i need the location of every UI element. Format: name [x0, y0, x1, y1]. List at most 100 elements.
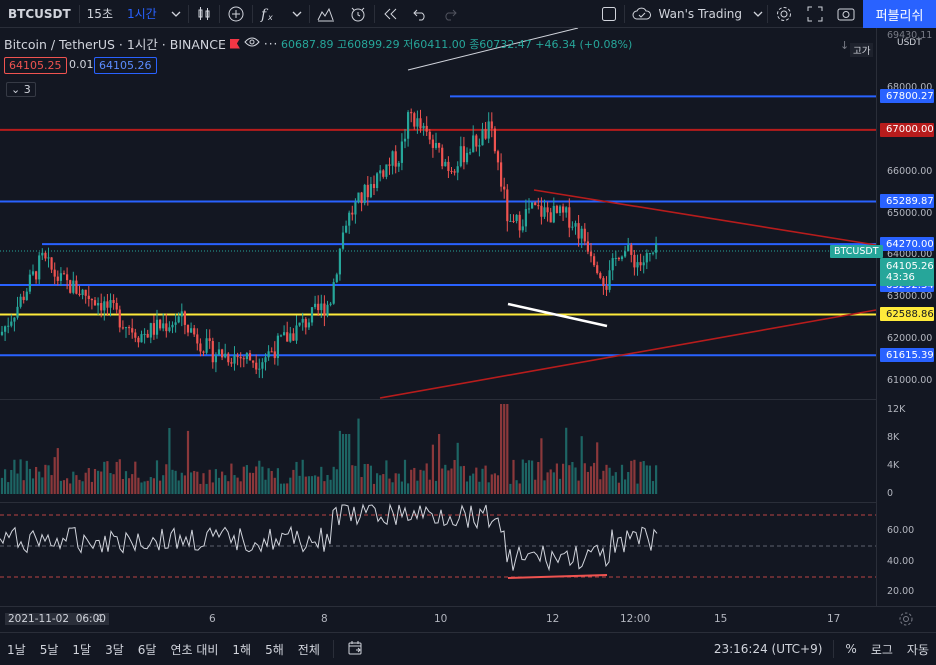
volume-bar: [512, 459, 515, 494]
candle-body: [162, 323, 165, 329]
cloud-icon[interactable]: [625, 0, 659, 28]
more-icon[interactable]: ···: [263, 36, 279, 51]
candle-body: [366, 184, 369, 198]
range-1y[interactable]: 1해: [232, 642, 252, 657]
volume-bar: [221, 471, 224, 494]
pane-divider[interactable]: [0, 502, 876, 503]
auto-toggle[interactable]: 자동: [906, 642, 929, 657]
candle-body: [574, 223, 577, 227]
volume-bar: [558, 478, 562, 494]
volume-bar: [651, 481, 655, 494]
candle-body: [137, 337, 140, 343]
range-5y[interactable]: 5해: [265, 642, 284, 657]
volume-bar: [416, 480, 419, 494]
templates-icon[interactable]: [310, 0, 342, 28]
interval-seconds[interactable]: 15초: [86, 7, 113, 21]
alert-icon[interactable]: [342, 0, 374, 28]
candle-body: [115, 302, 118, 310]
chevron-down-icon[interactable]: [749, 0, 767, 28]
volume-bar: [22, 480, 25, 494]
volume-bar: [428, 479, 431, 494]
candle-body: [565, 207, 568, 213]
price-tick-label: 64000.00: [887, 249, 933, 261]
range-6m[interactable]: 6달: [137, 642, 157, 657]
range-3m[interactable]: 3달: [105, 642, 124, 657]
volume-bar: [354, 465, 357, 494]
volume-bar: [518, 483, 521, 494]
publish-button[interactable]: 퍼블리쉬: [863, 0, 936, 28]
divider: [623, 4, 625, 23]
candle-body: [112, 300, 115, 303]
price-mode-label[interactable]: 고가: [850, 43, 874, 57]
sell-price-box[interactable]: 64105.25: [4, 57, 67, 74]
settings-gear-icon[interactable]: [898, 611, 914, 631]
account-name[interactable]: Wan's Trading: [658, 6, 742, 21]
rsi-tick-label: 60.00: [887, 525, 915, 536]
settings-gear-icon[interactable]: [768, 0, 800, 28]
range-1d[interactable]: 1날: [7, 642, 26, 657]
buy-price-box[interactable]: 64105.26: [94, 57, 157, 74]
volume-bar: [624, 479, 627, 494]
volume-bar: [552, 472, 555, 494]
candle-body: [512, 220, 515, 222]
range-ytd[interactable]: 연초 대비: [170, 642, 219, 657]
candle-body: [602, 278, 605, 286]
goto-date-icon[interactable]: [340, 640, 370, 659]
undo-icon[interactable]: [405, 0, 435, 28]
candle-body: [4, 326, 7, 332]
redo-icon[interactable]: [435, 0, 465, 28]
volume-bar: [239, 481, 242, 494]
volume-bar: [31, 478, 35, 494]
volume-bar: [655, 465, 658, 494]
candle-body: [630, 244, 633, 255]
range-all[interactable]: 전체: [297, 642, 320, 657]
pane-divider[interactable]: [0, 399, 876, 400]
chevron-down-icon[interactable]: [164, 0, 188, 28]
currency-label[interactable]: USDT: [897, 38, 922, 48]
volume-bar: [248, 472, 252, 494]
clock-timezone[interactable]: 23:16:24 (UTC+9): [713, 642, 823, 656]
chevron-down-icon[interactable]: [285, 0, 309, 28]
volume-bar: [174, 470, 177, 494]
arrow-down-icon[interactable]: ↓: [840, 39, 850, 52]
candle-body: [620, 256, 624, 260]
volume-bar: [487, 482, 490, 494]
layout-icon[interactable]: [594, 0, 624, 28]
interval-selector[interactable]: 1시간: [126, 7, 157, 21]
candle-body: [351, 212, 354, 215]
candle-body: [7, 325, 10, 327]
symbol-search[interactable]: BTCUSDT: [8, 6, 71, 21]
range-1m[interactable]: 1달: [72, 642, 92, 657]
time-axis[interactable]: 2021-11-02 06:00 4 6 8 10 12 12:00 15 17: [0, 606, 936, 632]
candle-body: [568, 207, 571, 228]
volume-bar: [78, 479, 81, 494]
volume-bar: [295, 461, 298, 494]
indicators-toggle[interactable]: ⌄ 3: [6, 82, 36, 97]
volume-bar: [13, 459, 16, 494]
time-tick-label: 2021-11-02 06:00: [5, 613, 109, 625]
range-5d[interactable]: 5날: [39, 642, 59, 657]
price-chart[interactable]: [0, 28, 876, 606]
candle-body: [248, 353, 252, 361]
add-compare-icon[interactable]: [220, 0, 252, 28]
volume-bar: [475, 467, 478, 494]
volume-bar: [10, 469, 13, 494]
camera-icon[interactable]: [830, 0, 862, 28]
percent-toggle[interactable]: %: [845, 642, 857, 656]
candle-body: [267, 351, 270, 358]
volume-bar: [149, 477, 152, 494]
flag-icon[interactable]: [229, 38, 240, 49]
price-axis[interactable]: 69430.11 USDT 68000.00 66000.00 65000.00 64…: [876, 28, 936, 606]
time-tick-label: 4: [96, 613, 103, 625]
fullscreen-icon[interactable]: [800, 0, 830, 28]
candle-body: [236, 355, 239, 358]
candle-body: [636, 262, 639, 268]
eye-icon[interactable]: [244, 36, 260, 51]
log-toggle[interactable]: 로그: [870, 642, 893, 657]
replay-icon[interactable]: [375, 0, 405, 28]
volume-bar: [630, 460, 633, 494]
symbol-description[interactable]: Bitcoin / TetherUS · 1시간 · BINANCE: [4, 37, 226, 52]
candle-type-icon[interactable]: [189, 0, 219, 28]
volume-bar: [180, 472, 183, 494]
